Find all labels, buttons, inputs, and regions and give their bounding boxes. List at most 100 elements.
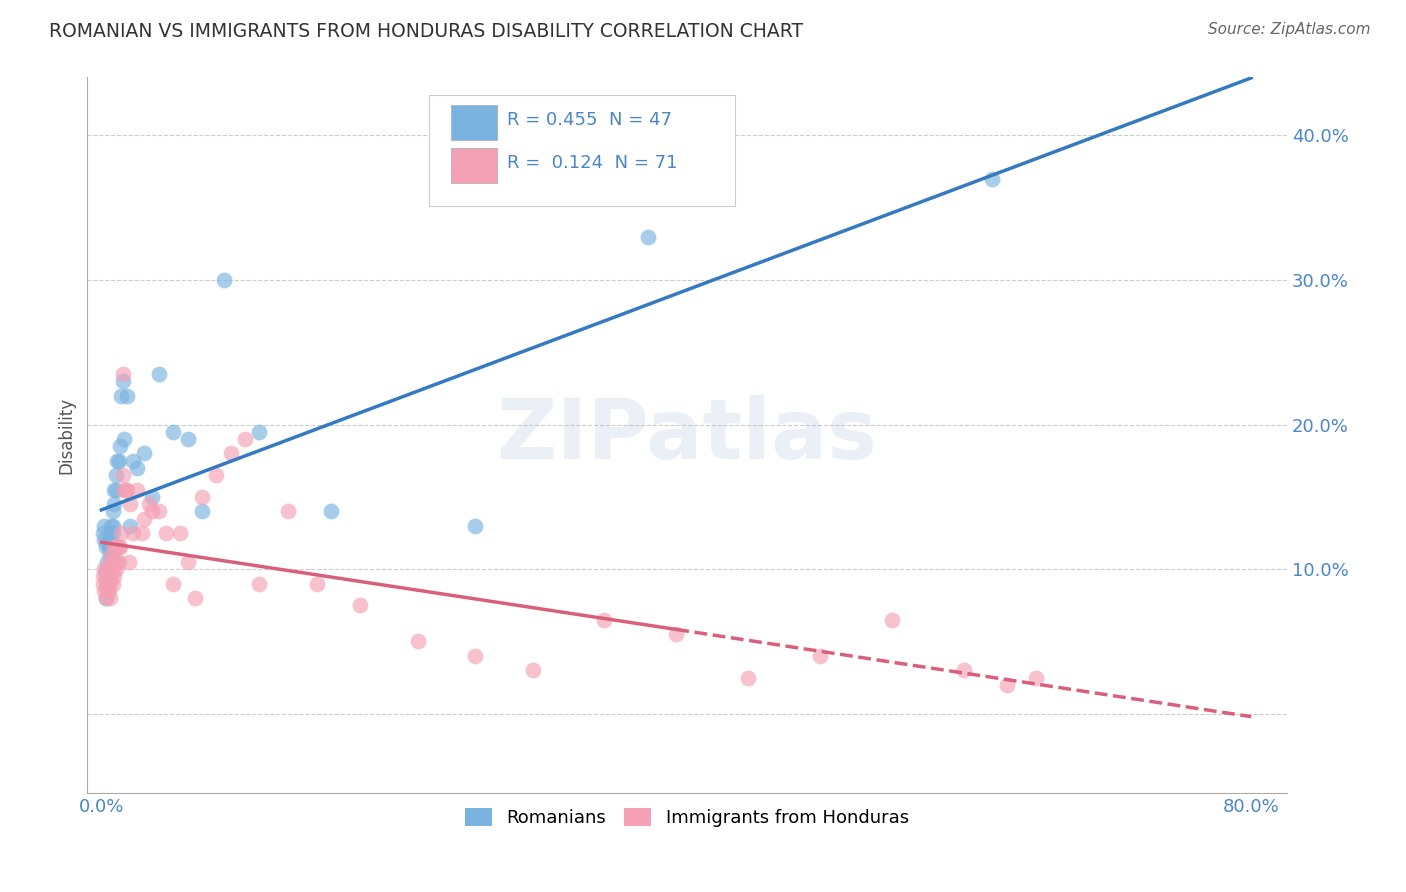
Point <box>464 648 486 663</box>
Y-axis label: Disability: Disability <box>58 397 75 474</box>
Point <box>98 576 121 591</box>
Point <box>94 591 117 606</box>
Point <box>110 389 132 403</box>
Point <box>97 533 120 548</box>
Point <box>101 555 124 569</box>
Point <box>100 562 122 576</box>
Point <box>112 483 135 497</box>
Point <box>321 504 343 518</box>
Point <box>110 526 132 541</box>
Point <box>305 576 328 591</box>
Point <box>94 576 117 591</box>
Point <box>219 446 242 460</box>
Point <box>406 634 429 648</box>
Point <box>97 583 120 598</box>
Point <box>100 541 122 555</box>
Point <box>91 526 114 541</box>
Point <box>134 511 156 525</box>
Point <box>94 591 117 606</box>
FancyBboxPatch shape <box>429 95 735 206</box>
Point <box>97 562 120 576</box>
Point <box>103 497 125 511</box>
Legend: Romanians, Immigrants from Honduras: Romanians, Immigrants from Honduras <box>458 801 917 834</box>
Point <box>103 555 125 569</box>
Point <box>94 562 117 576</box>
Point <box>122 526 145 541</box>
Point <box>93 562 115 576</box>
Text: R =  0.124  N = 71: R = 0.124 N = 71 <box>508 154 678 172</box>
Point <box>94 569 117 583</box>
Point <box>101 562 124 576</box>
Text: R = 0.455  N = 47: R = 0.455 N = 47 <box>508 112 672 129</box>
Point <box>107 453 129 467</box>
Point <box>108 541 131 555</box>
Point <box>131 526 153 541</box>
Point <box>105 555 128 569</box>
Point <box>103 569 125 583</box>
Point <box>212 273 235 287</box>
Point <box>104 468 127 483</box>
Point <box>115 483 138 497</box>
Point <box>593 613 616 627</box>
Point <box>96 562 118 576</box>
Point <box>101 576 124 591</box>
Point <box>114 483 136 497</box>
Point <box>97 569 120 583</box>
Point <box>115 389 138 403</box>
Point <box>94 541 117 555</box>
Point <box>98 526 121 541</box>
Point <box>155 526 177 541</box>
Point <box>104 555 127 569</box>
Point <box>112 432 135 446</box>
Point <box>464 518 486 533</box>
Text: ZIPatlas: ZIPatlas <box>496 395 877 476</box>
Point <box>111 374 134 388</box>
Point <box>127 461 149 475</box>
Text: ROMANIAN VS IMMIGRANTS FROM HONDURAS DISABILITY CORRELATION CHART: ROMANIAN VS IMMIGRANTS FROM HONDURAS DIS… <box>49 22 803 41</box>
Point <box>141 490 163 504</box>
Point <box>93 533 115 548</box>
Text: Source: ZipAtlas.com: Source: ZipAtlas.com <box>1208 22 1371 37</box>
Point <box>100 518 122 533</box>
Point <box>105 541 128 555</box>
Point <box>141 504 163 518</box>
Point <box>522 664 544 678</box>
Point <box>98 541 121 555</box>
Point <box>105 453 128 467</box>
Point <box>101 504 124 518</box>
Point <box>249 425 271 439</box>
Point <box>120 497 142 511</box>
Point <box>103 541 125 555</box>
Point <box>118 555 141 569</box>
Point <box>880 613 903 627</box>
Point <box>100 548 122 562</box>
Point <box>808 648 831 663</box>
Point <box>148 504 170 518</box>
Point <box>101 518 124 533</box>
Point <box>91 569 114 583</box>
Point <box>96 576 118 591</box>
Point <box>98 555 121 569</box>
Point <box>97 541 120 555</box>
FancyBboxPatch shape <box>450 104 498 140</box>
Point <box>101 526 124 541</box>
Point <box>148 367 170 381</box>
Point <box>96 583 118 598</box>
Point <box>169 526 191 541</box>
Point <box>104 483 127 497</box>
Point <box>96 569 118 583</box>
Point <box>120 518 142 533</box>
Point <box>162 576 184 591</box>
Point <box>1025 671 1047 685</box>
Point <box>104 562 127 576</box>
Point <box>233 432 256 446</box>
Point <box>96 555 118 569</box>
Point <box>104 541 127 555</box>
Point <box>97 562 120 576</box>
Point <box>737 671 759 685</box>
Point <box>176 555 198 569</box>
Point <box>191 504 214 518</box>
Point <box>134 446 156 460</box>
Point <box>107 555 129 569</box>
Point <box>665 627 688 641</box>
